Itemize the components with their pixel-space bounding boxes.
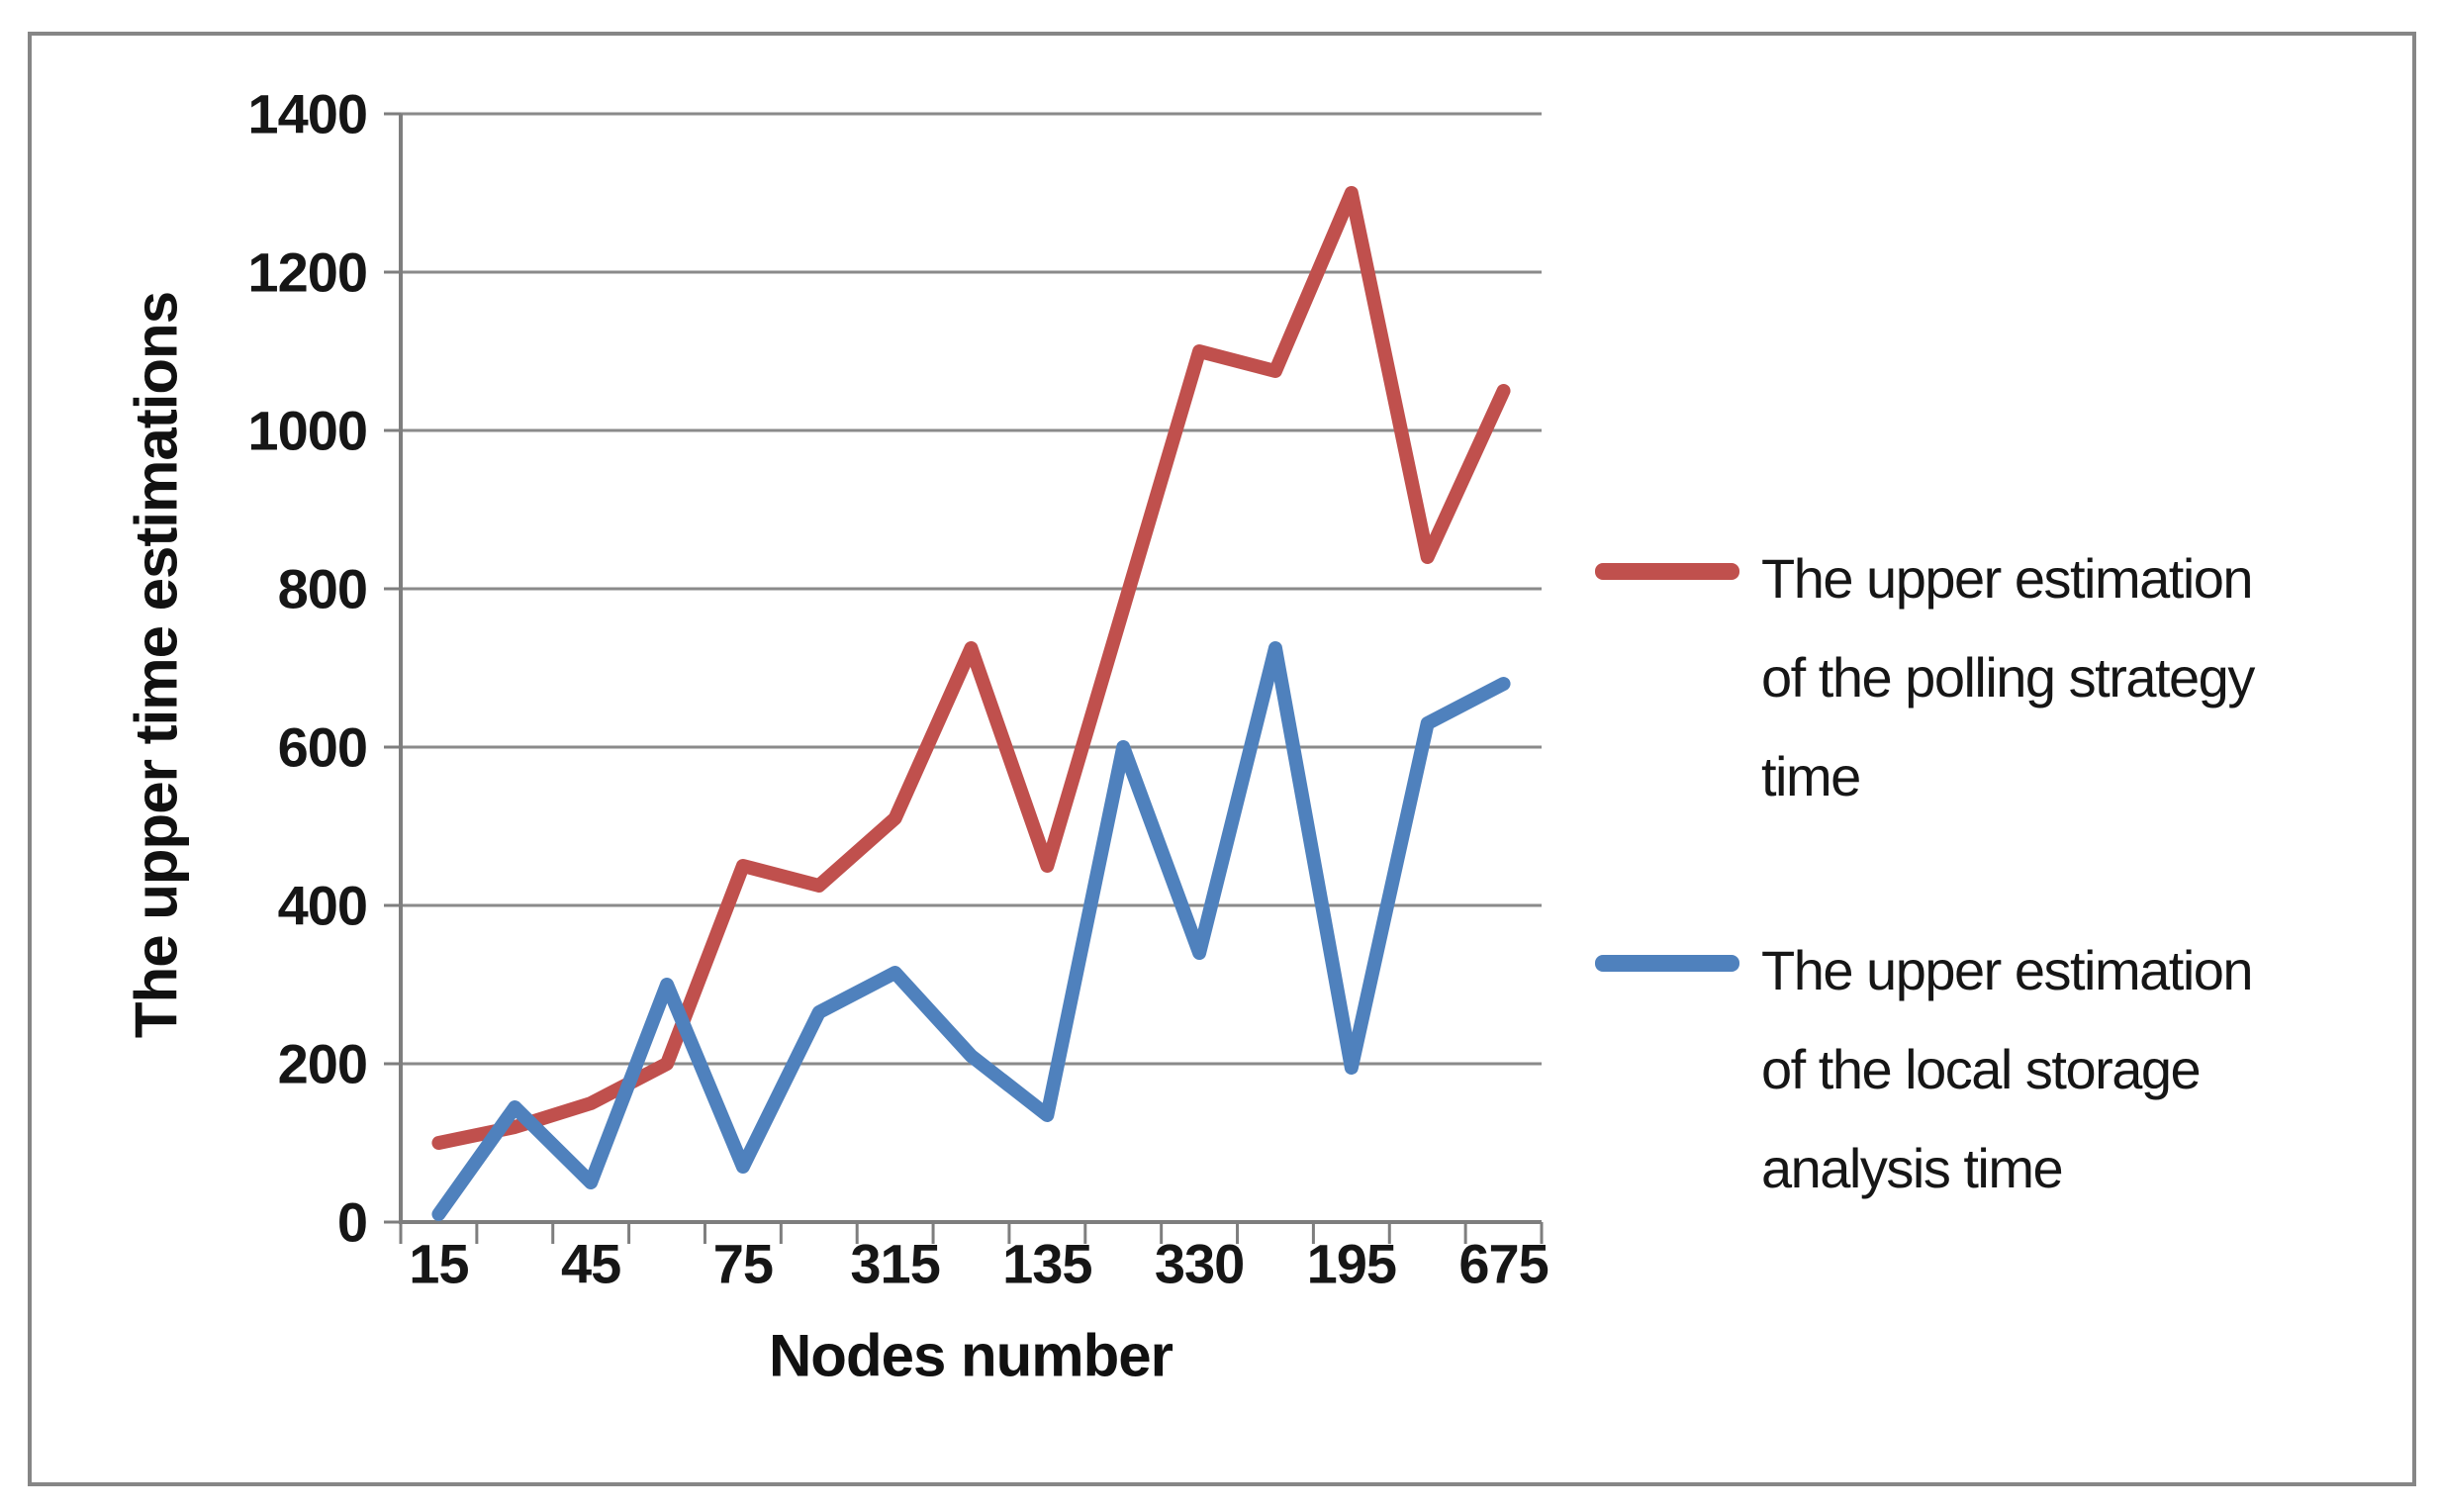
y-tick-label: 0 [337, 1191, 367, 1254]
x-tick-label: 45 [561, 1233, 620, 1295]
polling-strategy-series-swatch [1595, 563, 1739, 580]
legend: The upper estimation of the polling stra… [1595, 529, 2396, 1218]
local-storage-line [431, 641, 1511, 1221]
x-tick-label: 330 [1155, 1233, 1244, 1295]
legend-label-line: analysis time [1761, 1137, 2064, 1199]
x-tick-label: 75 [713, 1233, 773, 1295]
legend-item-local-storage: The upper estimation of the local storag… [1595, 921, 2396, 1218]
legend-label-line: time [1761, 745, 1861, 807]
y-tick-label: 1400 [247, 83, 367, 145]
y-tick-label: 1000 [247, 400, 367, 462]
y-tick-label: 200 [278, 1033, 367, 1095]
legend-label-line: of the local storage [1761, 1038, 2202, 1100]
y-axis-title: The upper time estimations [123, 291, 190, 1039]
legend-label-line: The upper estimation [1761, 939, 2254, 1001]
legend-label-line: of the polling strategy [1761, 646, 2255, 709]
y-tick-label: 1200 [247, 241, 367, 304]
x-tick-label: 195 [1307, 1233, 1396, 1295]
local-storage-series-swatch [1595, 955, 1739, 972]
figure-border-frame [28, 32, 2416, 1486]
legend-label-line: The upper estimation [1761, 547, 2254, 610]
x-tick-label: 675 [1458, 1233, 1548, 1295]
y-tick-label: 600 [278, 716, 367, 779]
x-tick-label: 315 [850, 1233, 939, 1295]
polling-strategy-line [431, 186, 1511, 1150]
legend-label-polling-strategy: The upper estimation of the polling stra… [1761, 529, 2255, 826]
legend-item-polling-strategy: The upper estimation of the polling stra… [1595, 529, 2396, 826]
legend-label-local-storage: The upper estimation of the local storag… [1761, 921, 2254, 1218]
x-axis-title: Nodes number [768, 1322, 1173, 1389]
y-tick-label: 800 [278, 558, 367, 620]
y-tick-label: 400 [278, 875, 367, 937]
x-tick-label: 135 [1002, 1233, 1091, 1295]
x-tick-label: 15 [409, 1233, 468, 1295]
